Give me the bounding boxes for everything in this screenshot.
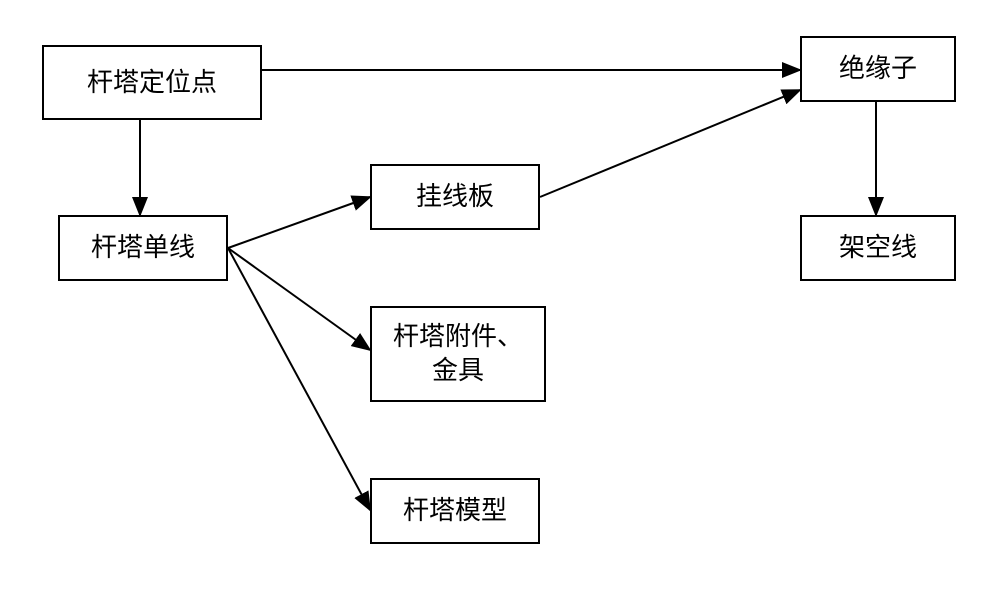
edge [228,248,370,350]
edge [228,248,370,510]
node-single-line: 杆塔单线 [58,215,228,281]
node-label: 杆塔单线 [91,231,195,265]
node-label: 绝缘子 [839,52,917,86]
node-overhead-line: 架空线 [800,215,956,281]
node-label: 杆塔附件、 金具 [393,320,523,388]
node-hang-board: 挂线板 [370,164,540,230]
edge [540,90,800,197]
node-label: 挂线板 [416,180,494,214]
node-attachment: 杆塔附件、 金具 [370,306,546,402]
node-label: 杆塔模型 [403,494,507,528]
node-label: 架空线 [839,231,917,265]
node-label: 杆塔定位点 [87,66,217,100]
node-insulator: 绝缘子 [800,36,956,102]
edge [228,197,370,248]
node-tower-model: 杆塔模型 [370,478,540,544]
node-anchor-point: 杆塔定位点 [42,45,262,120]
